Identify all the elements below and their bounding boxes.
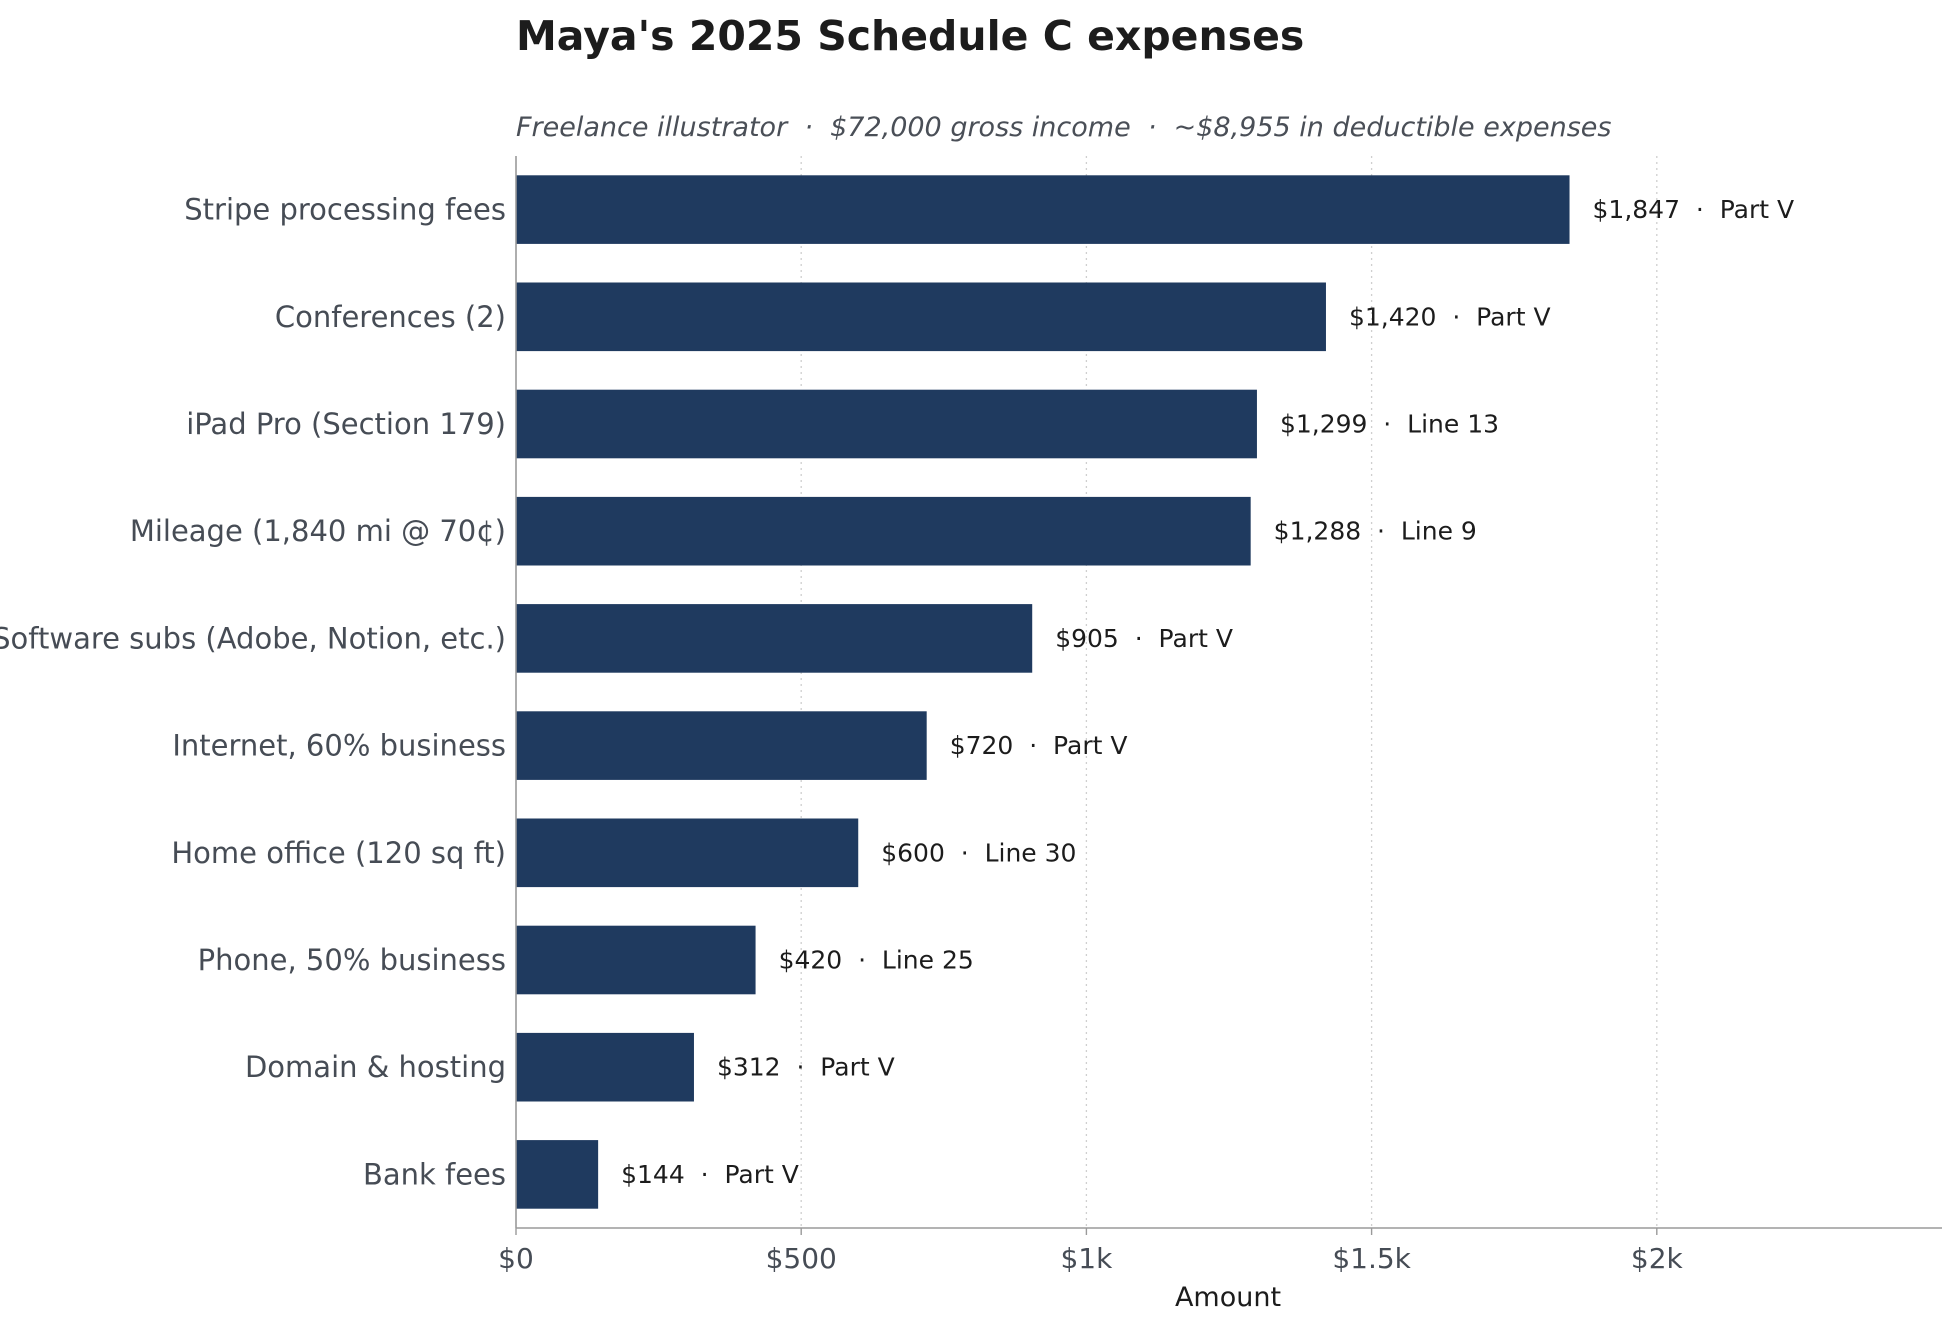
data-label-5: $720 · Part V: [950, 731, 1128, 760]
x-tick-label-0: $0: [498, 1242, 534, 1275]
bar-2: [516, 389, 1257, 459]
category-label-4: Software subs (Adobe, Notion, etc.): [0, 621, 506, 655]
x-tick-labels: $0 $500 $1k $1.5k $2k: [498, 1228, 1684, 1275]
data-label-0: $1,847 · Part V: [1593, 195, 1795, 224]
chart-subtitle: Freelance illustrator · $72,000 gross in…: [516, 112, 1611, 143]
x-tick-label-2: $1k: [1060, 1242, 1113, 1275]
bar-4: [516, 604, 1033, 673]
x-tick-label-1: $500: [766, 1242, 837, 1275]
bars-group: [516, 175, 1570, 1209]
category-label-3: Mileage (1,840 mi @ 70¢): [130, 514, 506, 548]
bar-8: [516, 1032, 694, 1102]
x-axis-label: Amount: [1175, 1282, 1281, 1313]
data-label-8: $312 · Part V: [717, 1053, 895, 1082]
data-label-7: $420 · Line 25: [779, 946, 974, 975]
data-label-9: $144 · Part V: [621, 1160, 799, 1189]
data-label-2: $1,299 · Line 13: [1280, 410, 1499, 439]
category-label-9: Bank fees: [363, 1157, 506, 1191]
category-label-8: Domain & hosting: [245, 1050, 506, 1084]
bar-5: [516, 711, 927, 780]
chart-title: Maya's 2025 Schedule C expenses: [516, 12, 1304, 60]
bar-6: [516, 818, 859, 888]
data-label-3: $1,288 · Line 9: [1274, 517, 1477, 546]
category-label-2: iPad Pro (Section 179): [186, 407, 506, 441]
x-tick-label-3: $1.5k: [1332, 1242, 1411, 1275]
data-label-6: $600 · Line 30: [881, 838, 1076, 867]
bar-1: [516, 282, 1326, 352]
bar-3: [516, 496, 1251, 566]
category-label-6: Home office (120 sq ft): [171, 836, 506, 870]
category-label-7: Phone, 50% business: [198, 943, 506, 977]
bar-7: [516, 925, 756, 995]
category-label-0: Stripe processing fees: [184, 193, 506, 227]
data-labels: $1,847 · Part V $1,420 · Part V $1,299 · L…: [621, 195, 1794, 1189]
axes: [515, 156, 1942, 1229]
bar-0: [516, 175, 1570, 244]
category-label-5: Internet, 60% business: [172, 729, 506, 763]
data-label-1: $1,420 · Part V: [1349, 302, 1551, 331]
bar-9: [516, 1140, 599, 1209]
data-label-4: $905 · Part V: [1055, 624, 1233, 653]
gridlines: [800, 156, 1658, 1228]
x-tick-label-4: $2k: [1631, 1242, 1684, 1275]
category-labels: Stripe processing fees Conferences (2) iPa…: [0, 193, 506, 1192]
category-label-1: Conferences (2): [275, 300, 506, 334]
